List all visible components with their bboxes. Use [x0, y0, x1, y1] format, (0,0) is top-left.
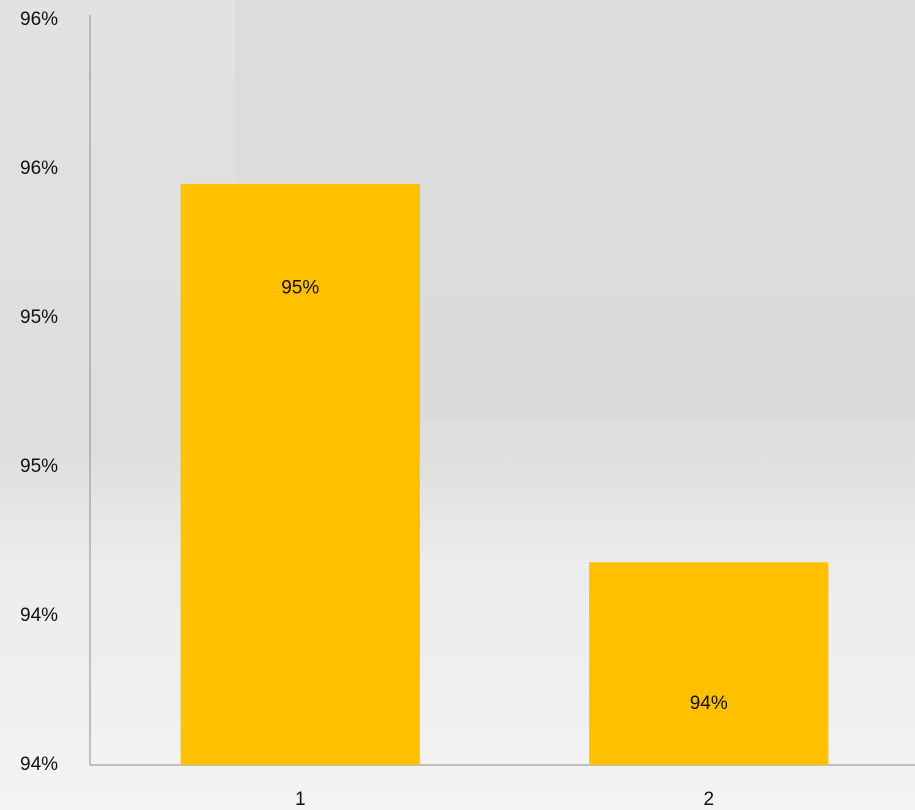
- y-tick-label: 94%: [20, 754, 58, 775]
- y-tick-label: 96%: [20, 158, 58, 179]
- y-tick-label: 95%: [20, 307, 58, 328]
- data-label: 94%: [690, 693, 728, 714]
- x-tick-label: 2: [703, 789, 714, 810]
- y-tick-label: 94%: [20, 605, 58, 626]
- y-tick-label: 96%: [20, 9, 58, 30]
- data-label: 95%: [281, 278, 319, 299]
- bar: [589, 562, 829, 765]
- bar: [180, 183, 420, 765]
- x-tick-label: 1: [295, 789, 306, 810]
- y-tick-label: 95%: [20, 456, 58, 477]
